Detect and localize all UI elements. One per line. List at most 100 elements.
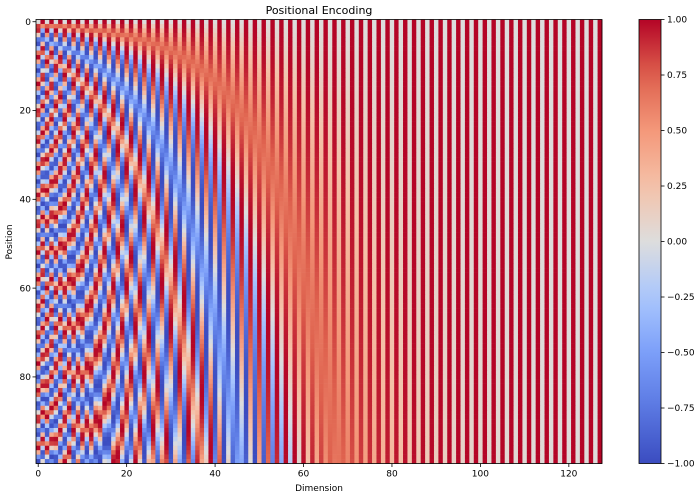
heatmap-cell [509,170,514,176]
heatmap-cell [562,103,567,109]
heatmap-cell [531,32,536,38]
heatmap-cell [146,72,152,78]
heatmap-cell [226,37,231,42]
heatmap-cell [195,170,200,176]
heatmap-cell [336,94,342,100]
heatmap-cell [548,152,554,158]
heatmap-cell [137,166,143,171]
heatmap-cell [575,55,581,60]
heatmap-cell [323,108,329,114]
heatmap-cell [204,46,209,51]
heatmap-cell [562,55,567,60]
heatmap-cell [186,28,192,34]
heatmap-cell [75,77,81,82]
heatmap-cell [323,46,329,51]
heatmap-cell [504,143,510,149]
heatmap-cell [540,179,545,185]
heatmap-cell [120,174,125,180]
heatmap-cell [504,94,510,100]
heatmap-cell [58,32,63,38]
heatmap-cell [438,103,444,109]
heatmap-cell [195,148,200,153]
heatmap-cell [288,161,293,167]
heatmap-cell [495,121,501,127]
heatmap-cell [319,86,324,91]
heatmap-cell [363,130,368,136]
heatmap-cell [469,19,475,25]
heatmap-cell [120,19,125,25]
heatmap-cell [358,41,364,47]
heatmap-cell [36,166,41,171]
heatmap-cell [195,99,200,105]
heatmap-cell [500,161,506,167]
heatmap-cell [482,37,488,42]
heatmap-cell [124,32,130,38]
heatmap-cell [186,46,192,51]
heatmap-cell [517,134,523,140]
heatmap-cell [385,148,391,153]
heatmap-cell [49,148,54,153]
heatmap-cell [403,179,408,185]
heatmap-cell [261,77,267,82]
heatmap-cell [544,32,550,38]
heatmap-cell [540,139,545,145]
heatmap-cell [579,126,585,131]
heatmap-cell [345,59,351,65]
heatmap-cell [314,134,320,140]
heatmap-cell [155,183,161,189]
heatmap-cell [243,121,249,127]
heatmap-cell [464,152,470,158]
heatmap-cell [526,37,532,42]
heatmap-cell [403,166,408,171]
heatmap-cell [389,41,395,47]
heatmap-cell [403,161,408,167]
heatmap-cell [398,121,404,127]
heatmap-cell [137,23,143,29]
heatmap-cell [500,86,506,91]
heatmap-cell [363,152,368,158]
heatmap-cell [363,166,368,171]
heatmap-cell [517,152,523,158]
heatmap-cell [526,179,532,185]
heatmap-cell [310,130,315,136]
heatmap-cell [513,59,519,65]
heatmap-cell [120,139,125,145]
heatmap-cell [438,183,444,189]
heatmap-cell [420,166,426,171]
heatmap-cell [124,174,130,180]
heatmap-cell [173,134,178,140]
heatmap-cell [296,23,302,29]
heatmap-cell [239,77,245,82]
heatmap-cell [177,174,183,180]
heatmap-cell [62,50,68,56]
heatmap-cell [234,183,240,189]
heatmap-cell [376,23,382,29]
heatmap-cell [80,46,85,51]
heatmap-cell [146,117,152,122]
heatmap-cell [531,148,536,153]
heatmap-cell [319,77,324,82]
heatmap-cell [190,134,196,140]
heatmap-cell [252,108,258,114]
heatmap-cell [571,90,576,96]
heatmap-cell [173,170,178,176]
heatmap-cell [142,94,147,100]
heatmap-cell [442,108,448,114]
heatmap-cell [584,81,590,87]
heatmap-cell [429,188,435,193]
heatmap-cell [230,188,236,193]
heatmap-cell [288,170,293,176]
heatmap-cell [75,112,81,118]
heatmap-cell [531,134,536,140]
heatmap-cell [173,55,178,60]
heatmap-cell [372,108,377,114]
heatmap-cell [429,179,435,185]
heatmap-cell [49,183,54,189]
heatmap-cell [164,81,169,87]
heatmap-cell [372,117,377,122]
heatmap-cell [128,117,134,122]
heatmap-cell [491,183,497,189]
heatmap-cell [97,32,103,38]
heatmap-cell [36,50,41,56]
heatmap-cell [571,99,576,105]
